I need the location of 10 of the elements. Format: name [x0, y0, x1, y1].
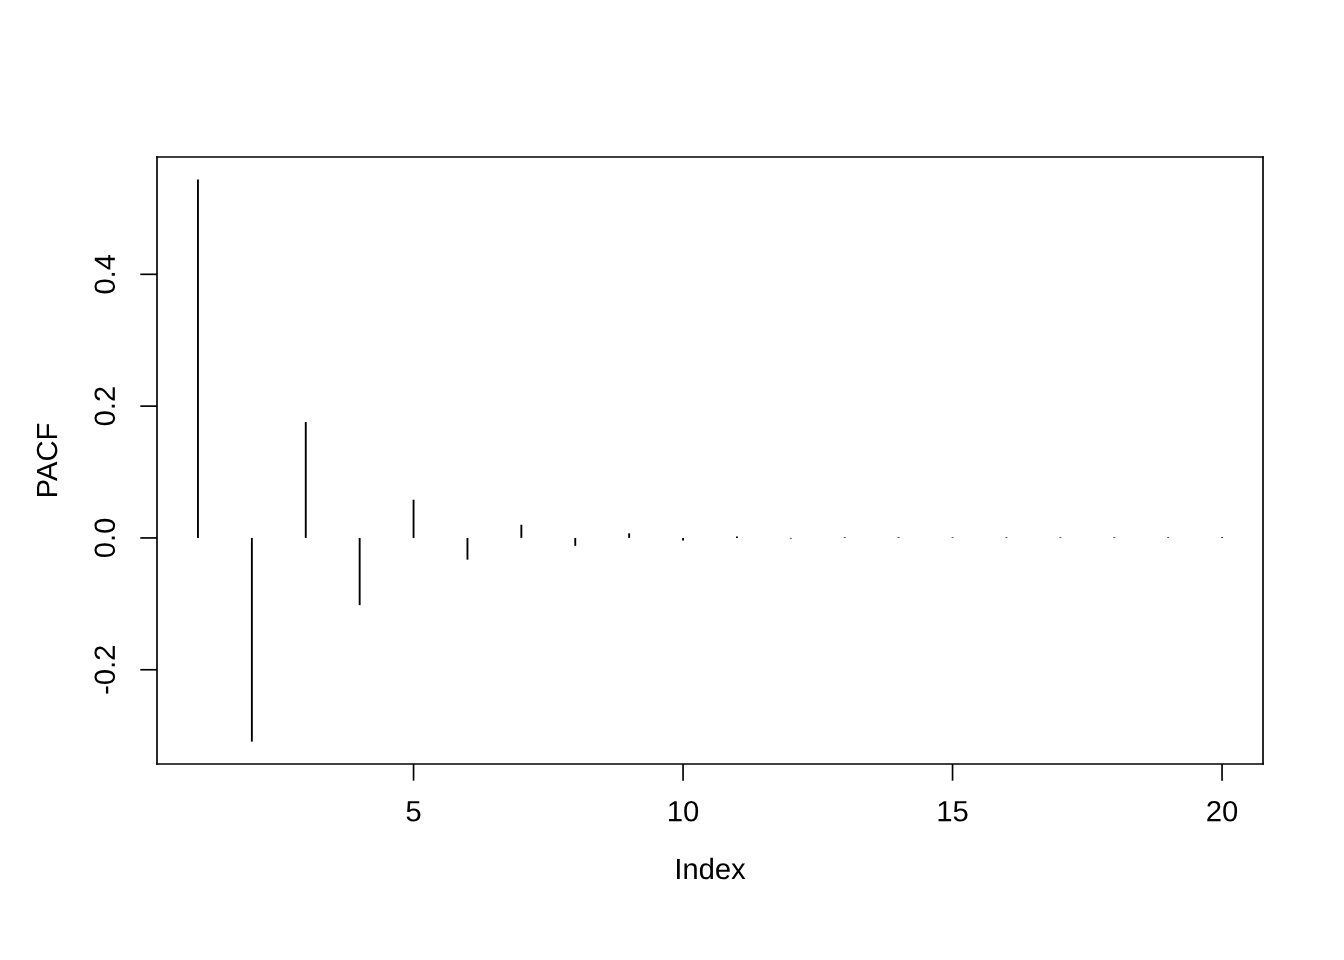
x-tick-label: 5 — [406, 801, 421, 822]
x-tick-label: 10 — [669, 800, 699, 822]
y-tick-label: 0.4 — [94, 254, 116, 294]
x-axis-title: Index — [677, 857, 746, 880]
x-tick-label: 20 — [1207, 800, 1238, 822]
x-tick-label: 15 — [938, 801, 968, 822]
y-axis-title: PACF — [36, 423, 58, 496]
y-tick-label: 0.2 — [94, 387, 116, 426]
y-tick-label: -0.2 — [94, 646, 116, 694]
y-tick-label: 0.0 — [94, 518, 116, 558]
